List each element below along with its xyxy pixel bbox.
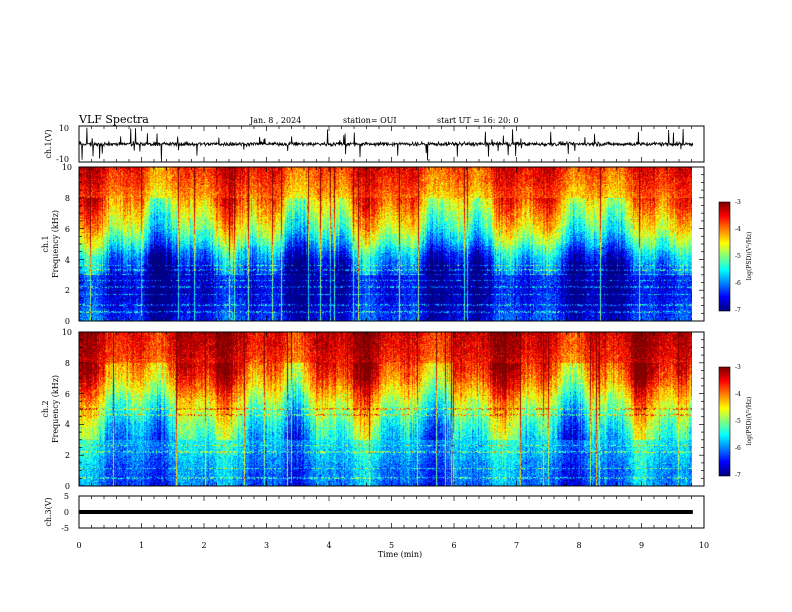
ch1-wave-xticks — [78, 126, 705, 162]
xtick-label-7: 7 — [514, 541, 519, 550]
ch2-cb-tick-m3: -3 — [735, 364, 741, 371]
ch1-colorbar-label: log(PSD)(V²/Hz) — [746, 232, 753, 281]
ch1-waveform-panel: 10 -10 ch.1(V) — [44, 124, 705, 164]
xtick-label-4: 4 — [326, 541, 331, 550]
ch1-cb-tick-m7: -7 — [735, 307, 741, 314]
ch2-spec-ytick-4: 4 — [65, 420, 70, 429]
xtick-label-6: 6 — [451, 541, 456, 550]
ch1-spec-ylabel-channel: ch.1 — [41, 235, 50, 252]
xtick-label-0: 0 — [76, 541, 81, 550]
xtick-label-10: 10 — [699, 541, 709, 550]
ch2-spec-ytick-10: 10 — [62, 328, 72, 337]
ch1-cb-tick-m3: -3 — [735, 199, 741, 206]
ch1-colorbar-gradient — [719, 202, 730, 311]
ch2-spec-ytick-6: 6 — [65, 390, 70, 399]
ch2-spec-ytick-8: 8 — [65, 359, 70, 368]
ch1-wave-ytick-top: 10 — [59, 124, 69, 133]
xtick-label-1: 1 — [139, 541, 144, 550]
ch3-waveform-panel: 5 0 -5 ch.3(V) — [44, 492, 705, 533]
ch1-waveform-line — [78, 127, 694, 162]
ch2-colorbar-label: log(PSD)(V²/Hz) — [746, 397, 753, 446]
ch3-wave-ylabel: ch.3(V) — [44, 497, 53, 526]
time-axis-label: Time (min) — [378, 550, 422, 559]
ch1-cb-tick-m4: -4 — [735, 226, 741, 233]
ch1-spec-ytick-6: 6 — [65, 225, 70, 234]
ch3-wave-ytick-top: 5 — [64, 492, 69, 501]
ch3-wave-xticks — [78, 496, 705, 528]
ch1-wave-ylabel: ch.1(V) — [44, 129, 53, 158]
ch2-spec-ytick-0: 0 — [65, 482, 70, 491]
ch1-spectrogram-panel: 0 2 4 6 8 10 ch.1 Frequency (kHz) — [41, 163, 705, 326]
date-label: Jan. 8 , 2024 — [249, 116, 301, 125]
ch1-spec-ytick-2: 2 — [65, 286, 70, 295]
ch1-colorbar: -3 -4 -5 -6 -7 log(PSD)(V²/Hz) — [718, 199, 753, 314]
ch1-spec-ytick-marks — [79, 166, 704, 322]
ch2-cb-tick-m5: -5 — [735, 418, 741, 425]
time-axis-tick-labels: 0 1 2 3 4 5 6 7 8 9 10 — [76, 541, 709, 550]
xtick-label-8: 8 — [576, 541, 581, 550]
ch1-spec-ytick-10: 10 — [62, 163, 72, 172]
ch2-spec-ylabel-channel: ch.2 — [41, 400, 50, 417]
ch2-spectrogram-panel: 0 2 4 6 8 10 ch.2 Frequency (kHz) — [41, 328, 705, 491]
start-ut-label: start UT = 16: 20: 0 — [437, 116, 518, 125]
xtick-label-5: 5 — [389, 541, 394, 550]
ch1-spec-xticks — [78, 167, 705, 321]
ch1-spec-yticks: 0 2 4 6 8 10 — [62, 163, 72, 326]
ch2-spectrogram-heatmap — [79, 332, 692, 486]
figure-title: VLF Spectra — [78, 113, 149, 126]
xtick-label-9: 9 — [639, 541, 644, 550]
station-label: station= OUI — [343, 116, 397, 125]
ch1-waveform-trace — [78, 127, 694, 162]
ch1-cb-tick-m5: -5 — [735, 253, 741, 260]
ch3-wave-ytick-bottom: -5 — [61, 524, 69, 533]
ch2-colorbar-frame — [718, 366, 731, 477]
ch2-cb-tick-m6: -6 — [735, 445, 741, 452]
ch1-spec-ytick-8: 8 — [65, 194, 70, 203]
ch1-spec-ytick-0: 0 — [65, 317, 70, 326]
ch2-cb-tick-m4: -4 — [735, 391, 741, 398]
ch1-cb-tick-m6: -6 — [735, 280, 741, 287]
ch1-spec-ytick-4: 4 — [65, 256, 70, 265]
xtick-label-2: 2 — [201, 541, 206, 550]
ch2-colorbar-gradient — [719, 367, 730, 476]
ch2-spec-ytick-marks — [79, 331, 704, 487]
ch2-spec-ylabel-frequency: Frequency (kHz) — [51, 375, 60, 443]
ch3-waveform-trace — [79, 510, 693, 514]
ch1-wave-ytick-bottom: -10 — [56, 155, 69, 164]
ch2-colorbar: -3 -4 -5 -6 -7 log(PSD)(V²/Hz) — [718, 364, 753, 479]
ch2-spec-ytick-2: 2 — [65, 451, 70, 460]
ch1-spectrogram-heatmap — [79, 167, 692, 321]
ch1-colorbar-frame — [718, 201, 731, 312]
ch2-spec-xticks — [78, 332, 705, 486]
ch2-spec-yticks: 0 2 4 6 8 10 — [62, 328, 72, 491]
ch2-cb-tick-m7: -7 — [735, 472, 741, 479]
xtick-label-3: 3 — [264, 541, 269, 550]
ch3-wave-ytick-mid: 0 — [64, 508, 69, 517]
ch1-spec-ylabel-frequency: Frequency (kHz) — [51, 210, 60, 278]
